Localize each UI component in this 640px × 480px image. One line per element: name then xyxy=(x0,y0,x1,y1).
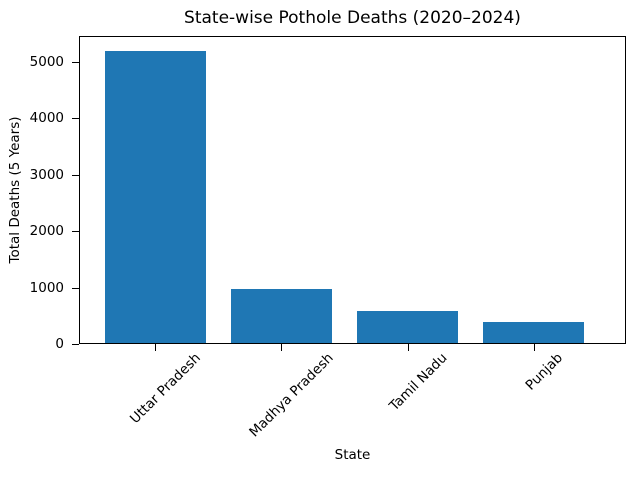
y-tick-mark-1000 xyxy=(72,288,79,289)
x-tick-label-uttar-pradesh: Uttar Pradesh xyxy=(127,350,205,427)
y-tick-mark-3000 xyxy=(72,175,79,176)
y-tick-label-1000: 1000 xyxy=(29,280,64,296)
x-axis-label: State xyxy=(334,447,371,463)
y-tick-mark-4000 xyxy=(72,118,79,119)
bar-uttar-pradesh xyxy=(104,51,206,343)
x-tick-mark-tamil-nadu xyxy=(408,344,409,351)
x-tick-label-madhya-pradesh: Madhya Pradesh xyxy=(246,350,337,441)
x-tick-label-tamil-nadu: Tamil Nadu xyxy=(386,350,451,415)
y-tick-mark-2000 xyxy=(72,231,79,232)
x-tick-mark-punjab xyxy=(534,344,535,351)
y-tick-label-4000: 4000 xyxy=(29,110,64,126)
x-tick-label-punjab: Punjab xyxy=(522,350,567,394)
x-tick-mark-madhya-pradesh xyxy=(281,344,282,351)
bar-punjab xyxy=(483,322,585,343)
bar-tamil-nadu xyxy=(357,311,459,343)
y-tick-label-3000: 3000 xyxy=(29,167,64,183)
y-tick-label-5000: 5000 xyxy=(29,54,64,70)
y-tick-label-2000: 2000 xyxy=(29,223,64,239)
y-tick-mark-0 xyxy=(72,344,79,345)
y-tick-label-0: 0 xyxy=(55,336,64,352)
y-axis-label: Total Deaths (5 Years) xyxy=(7,116,23,264)
bar-madhya-pradesh xyxy=(230,289,332,343)
x-tick-mark-uttar-pradesh xyxy=(155,344,156,351)
chart-title: State-wise Pothole Deaths (2020–2024) xyxy=(184,8,521,28)
y-tick-mark-5000 xyxy=(72,62,79,63)
plot-area xyxy=(79,36,626,344)
